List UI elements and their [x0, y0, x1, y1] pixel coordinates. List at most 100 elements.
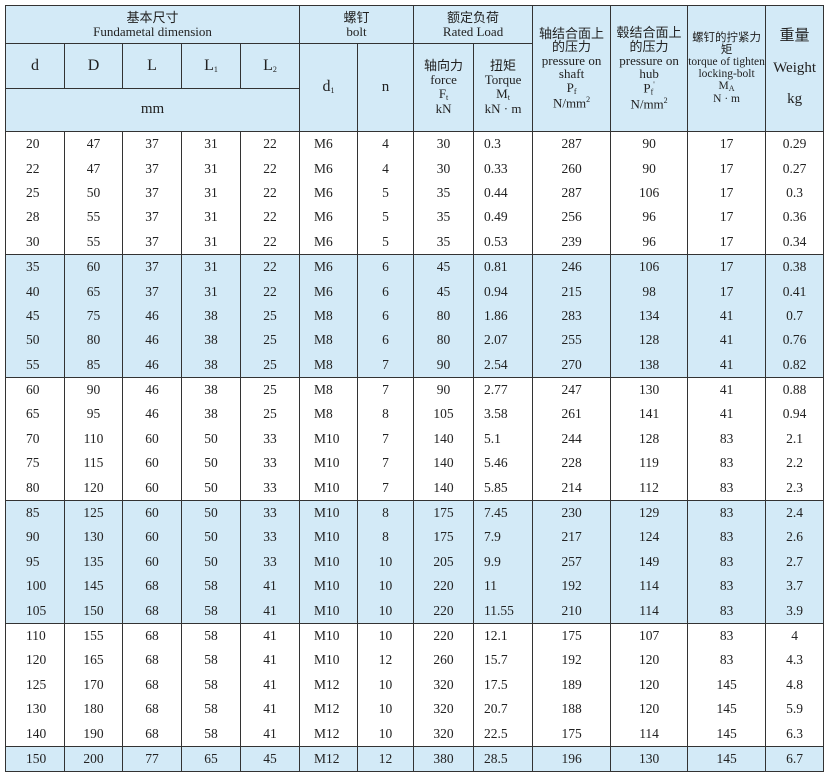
cell-n: 10: [357, 721, 415, 747]
cell-torque: 20.7: [473, 696, 534, 722]
cell-d1: M10: [299, 574, 359, 599]
header-unit-mm: mm: [4, 88, 301, 132]
cell-n: 12: [357, 745, 415, 772]
cell-d: 120: [5, 648, 65, 673]
cell-L: 46: [122, 402, 182, 427]
cell-torque: 22.5: [473, 721, 534, 747]
cell-torque: 0.81: [473, 253, 534, 280]
cell-pressure-shaft: 175: [532, 721, 612, 747]
cell-L1: 50: [181, 549, 241, 575]
cell-bolt-torque: 41: [687, 328, 767, 353]
cell-L2: 41: [239, 622, 301, 649]
cell-force: 320: [413, 721, 475, 747]
cell-d1: M10: [299, 622, 359, 649]
cell-d: 25: [5, 180, 65, 206]
table-row: 70 110 60 50 33 M10 7 140 5.1 244 128 83 2.1: [5, 426, 825, 452]
cell-force: 105: [413, 402, 475, 427]
cell-L: 68: [122, 648, 182, 673]
cell-torque: 0.49: [473, 205, 534, 230]
cell-torque: 0.44: [473, 180, 534, 206]
cell-L: 68: [122, 622, 182, 649]
cell-pressure-hub: 128: [610, 328, 689, 353]
cell-pressure-hub: 124: [610, 525, 689, 550]
cell-L: 37: [122, 131, 182, 157]
cell-n: 8: [357, 499, 415, 526]
cell-force: 205: [413, 549, 475, 575]
cell-n: 10: [357, 598, 415, 624]
cell-bolt-torque: 17: [687, 156, 767, 181]
cell-D: 180: [64, 696, 123, 722]
cell-pressure-shaft: 214: [532, 475, 612, 501]
cell-n: 7: [357, 426, 415, 452]
cell-weight: 0.76: [765, 328, 825, 353]
cell-L2: 22: [239, 229, 301, 255]
cell-torque: 3.58: [473, 402, 534, 427]
cell-d: 90: [5, 525, 65, 550]
cell-bolt-torque: 83: [687, 549, 767, 575]
cell-torque: 5.46: [473, 451, 534, 476]
cell-pressure-hub: 106: [610, 180, 689, 206]
table-row: 110 155 68 58 41 M10 10 220 12.1 175 107 83 4: [5, 622, 825, 649]
cell-d: 70: [5, 426, 65, 452]
table-row: 30 55 37 31 22 M6 5 35 0.53 239 96 17 0.34: [5, 229, 825, 255]
cell-pressure-hub: 114: [610, 574, 689, 599]
cell-pressure-shaft: 192: [532, 648, 612, 673]
cell-D: 150: [64, 598, 123, 624]
cell-pressure-hub: 90: [610, 156, 689, 181]
cell-n: 6: [357, 253, 415, 280]
cell-L: 60: [122, 525, 182, 550]
cell-L: 46: [122, 303, 182, 329]
cell-pressure-shaft: 192: [532, 574, 612, 599]
cell-weight: 6.7: [765, 745, 825, 772]
table-row: 50 80 46 38 25 M8 6 80 2.07 255 128 41 0.76: [5, 328, 825, 353]
cell-d: 50: [5, 328, 65, 353]
cell-weight: 0.7: [765, 303, 825, 329]
cell-torque: 2.54: [473, 352, 534, 378]
cell-d: 150: [5, 745, 65, 772]
cell-pressure-hub: 130: [610, 376, 689, 403]
cell-force: 260: [413, 648, 475, 673]
cell-pressure-hub: 138: [610, 352, 689, 378]
cell-force: 140: [413, 426, 475, 452]
cell-d: 55: [5, 352, 65, 378]
header-bolt-torque: 螺钉的拧紧力矩 torque of tighten locking-bolt MA N…: [687, 5, 767, 132]
cell-d1: M8: [299, 376, 359, 403]
cell-n: 6: [357, 303, 415, 329]
cell-bolt-torque: 145: [687, 721, 767, 747]
cell-pressure-hub: 90: [610, 131, 689, 157]
cell-bolt-torque: 17: [687, 131, 767, 157]
cell-L1: 31: [181, 205, 241, 230]
cell-n: 12: [357, 648, 415, 673]
cell-bolt-torque: 17: [687, 253, 767, 280]
cell-n: 5: [357, 180, 415, 206]
cell-L2: 33: [239, 525, 301, 550]
header-L1: L1: [181, 43, 241, 89]
cell-force: 45: [413, 253, 475, 280]
cell-weight: 0.88: [765, 376, 825, 403]
cell-L: 37: [122, 253, 182, 280]
cell-torque: 0.33: [473, 156, 534, 181]
cell-pressure-hub: 98: [610, 279, 689, 304]
cell-D: 90: [64, 376, 123, 403]
cell-n: 10: [357, 696, 415, 722]
cell-d1: M6: [299, 205, 359, 230]
cell-pressure-shaft: 189: [532, 672, 612, 697]
cell-L1: 50: [181, 475, 241, 501]
header-torque: 扭矩 Torque Mt kN · m: [473, 43, 534, 132]
cell-pressure-hub: 96: [610, 205, 689, 230]
cell-L1: 58: [181, 622, 241, 649]
cell-bolt-torque: 17: [687, 279, 767, 304]
cell-d: 30: [5, 229, 65, 255]
cell-L2: 41: [239, 696, 301, 722]
cell-L2: 41: [239, 574, 301, 599]
cell-d: 140: [5, 721, 65, 747]
cell-pressure-hub: 130: [610, 745, 689, 772]
cell-torque: 7.9: [473, 525, 534, 550]
cell-n: 6: [357, 279, 415, 304]
cell-n: 7: [357, 376, 415, 403]
cell-d1: M6: [299, 229, 359, 255]
cell-pressure-hub: 129: [610, 499, 689, 526]
cell-bolt-torque: 83: [687, 499, 767, 526]
cell-D: 170: [64, 672, 123, 697]
cell-bolt-torque: 145: [687, 696, 767, 722]
